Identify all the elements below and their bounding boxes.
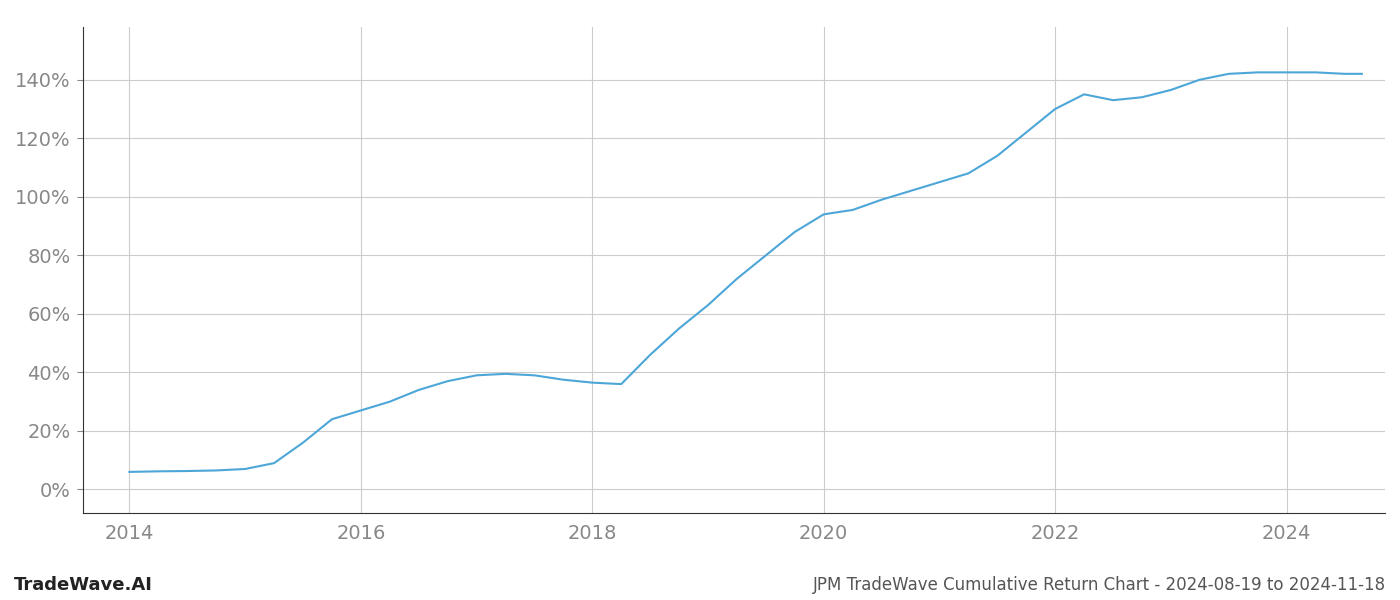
Text: JPM TradeWave Cumulative Return Chart - 2024-08-19 to 2024-11-18: JPM TradeWave Cumulative Return Chart - … (813, 576, 1386, 594)
Text: TradeWave.AI: TradeWave.AI (14, 576, 153, 594)
